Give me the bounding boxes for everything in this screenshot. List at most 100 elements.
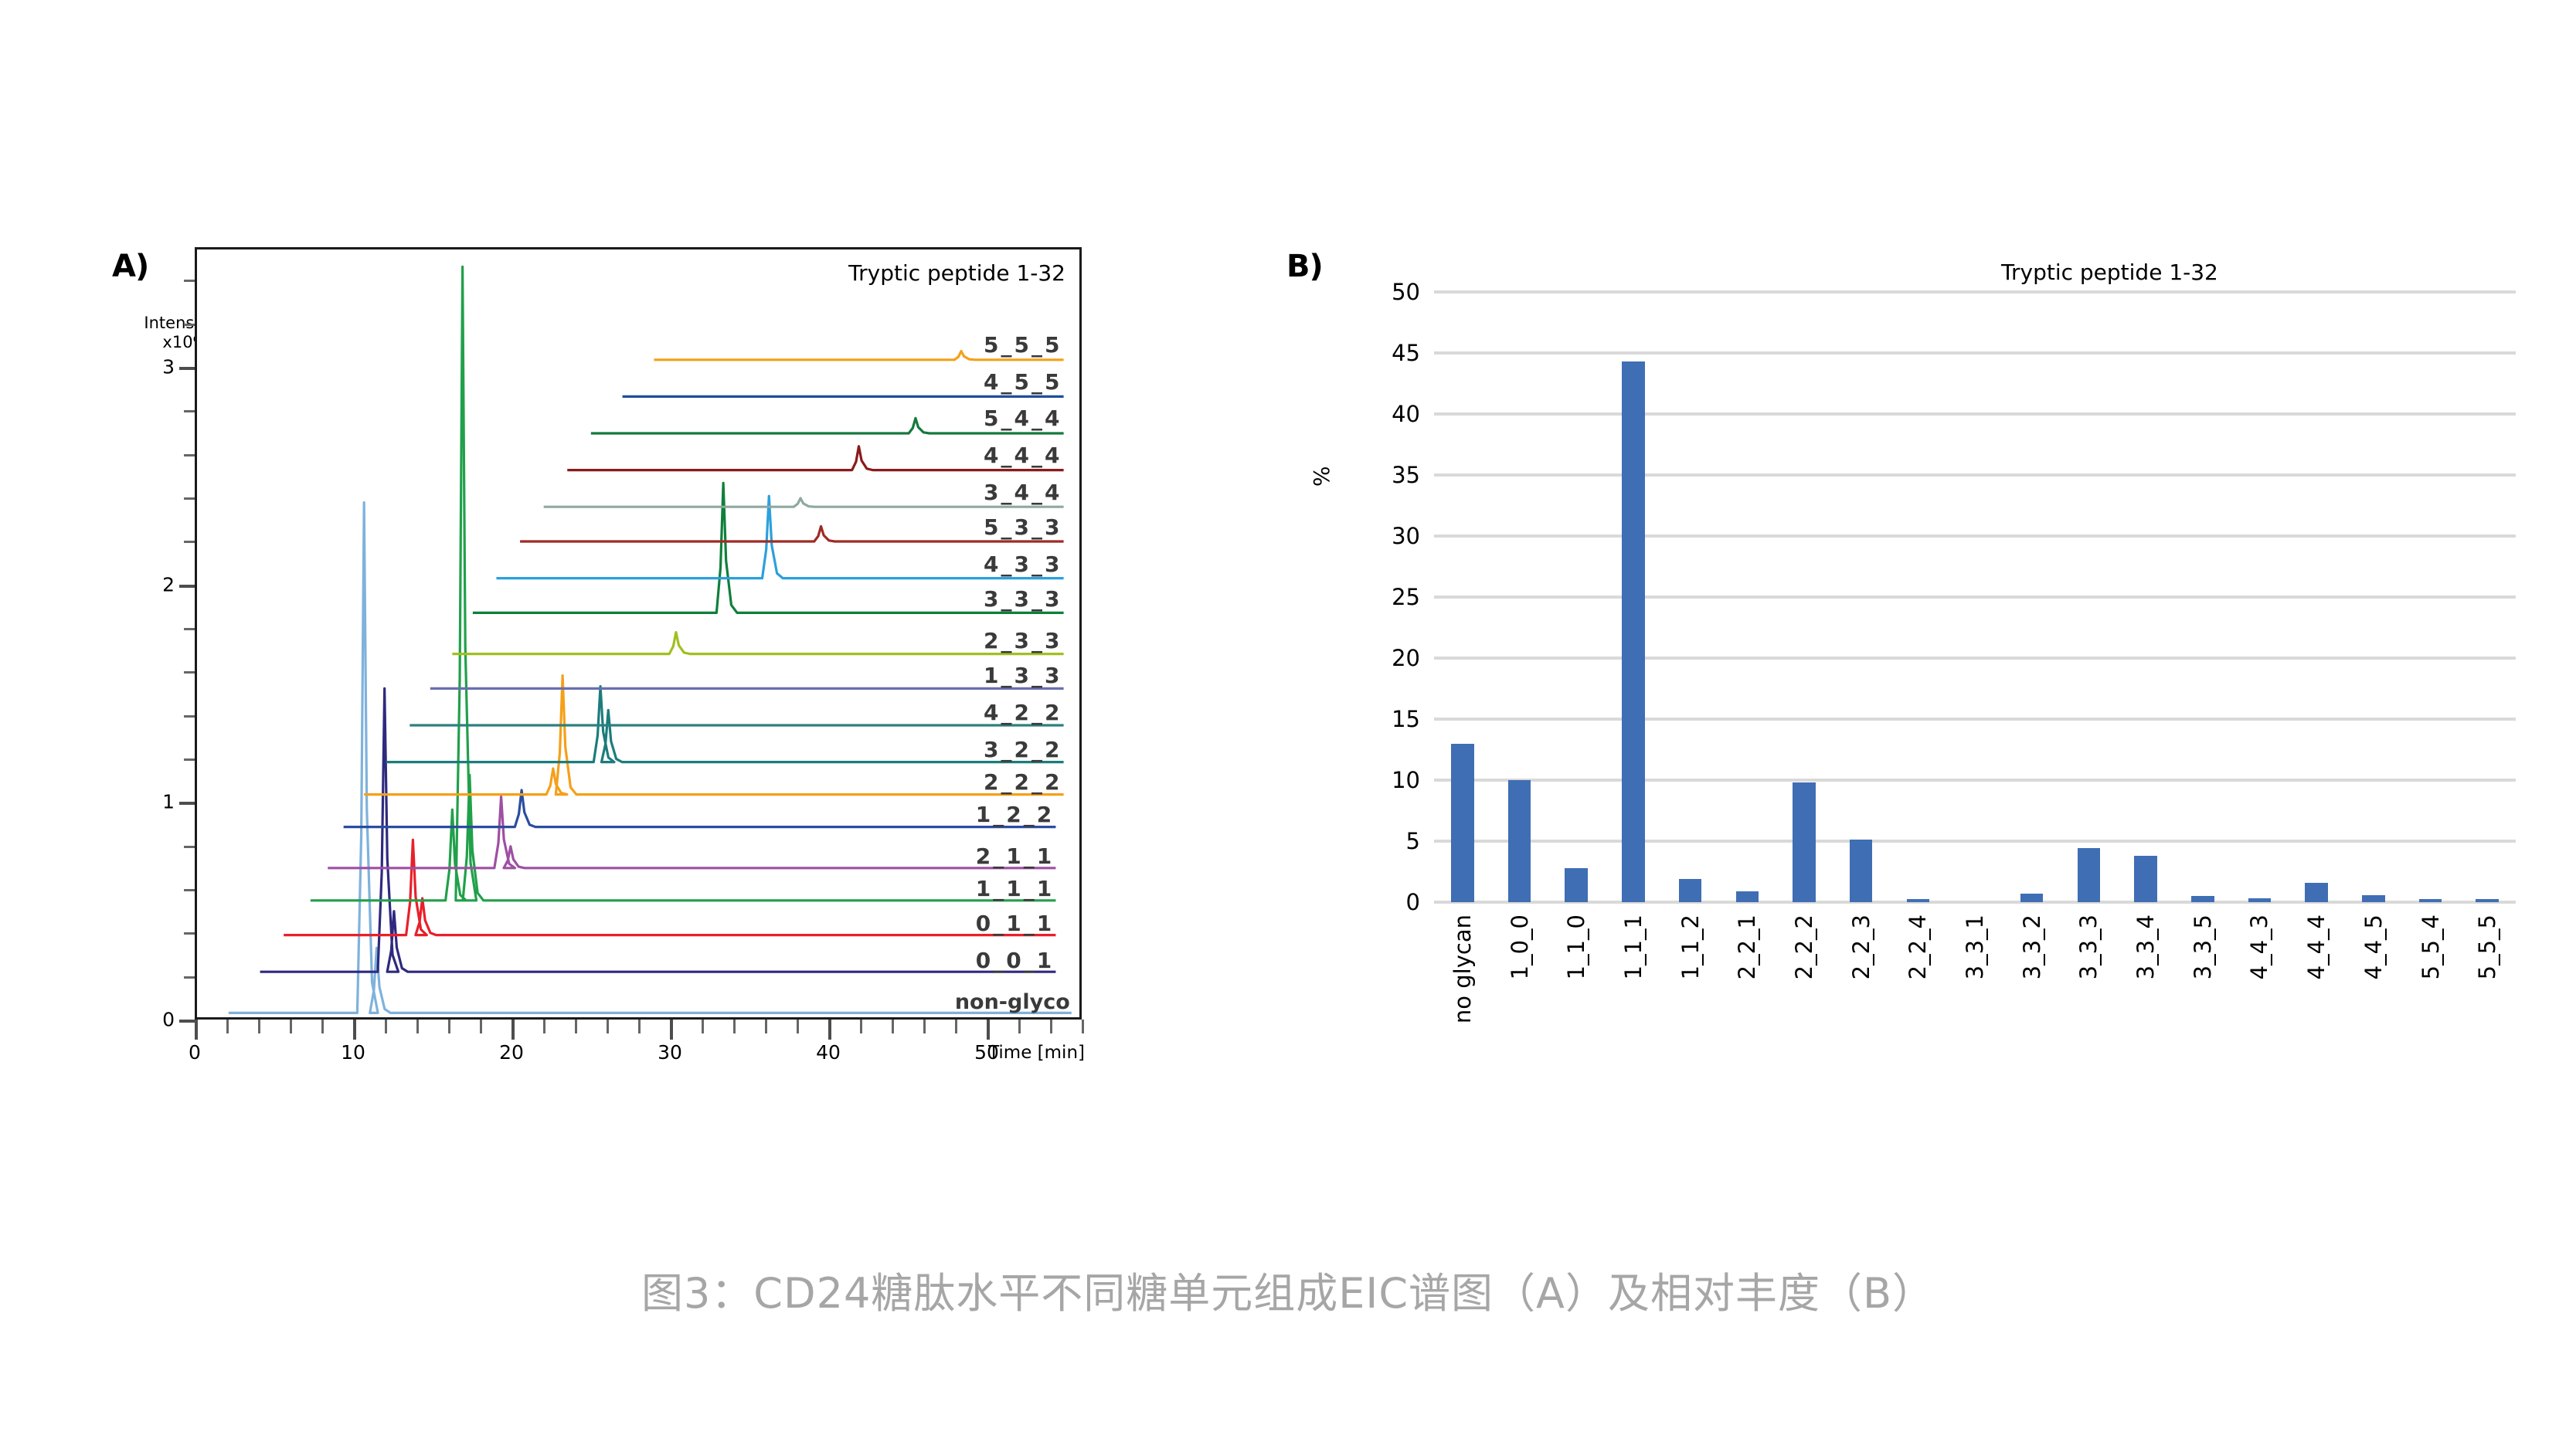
gridline [1434, 534, 2516, 538]
bar-4_4_5[interactable] [2362, 894, 2385, 902]
eic-trace-4_4_4 [567, 446, 1063, 470]
bar-cell[interactable]: no glycan [1434, 292, 1491, 1023]
bar-1_1_2[interactable] [1678, 878, 1702, 902]
x-axis-minor-tick [955, 1020, 957, 1033]
bar-cell[interactable]: 3_3_3 [2061, 292, 2118, 979]
eic-trace-5_4_4 [591, 418, 1064, 433]
panel-a-y-axis-label: Intens. x10⁶ [113, 314, 199, 352]
x-axis-minor-tick [226, 1020, 229, 1033]
y-axis-minor-tick [184, 280, 195, 283]
y-axis-tick-label: 35 [1392, 462, 1420, 488]
x-axis-major-tick [670, 1020, 673, 1040]
bar-3_3_3[interactable] [2077, 848, 2101, 902]
x-axis-minor-tick [1050, 1020, 1052, 1033]
y-axis-minor-tick [184, 845, 195, 848]
eic-trace-3_4_4 [544, 498, 1064, 507]
category-label-2_2_3: 2_2_3 [1847, 915, 1874, 980]
panel-b-title: Tryptic peptide 1-32 [2001, 260, 2218, 285]
bar-cell[interactable]: 2_2_3 [1833, 292, 1890, 979]
panel-a-y-axis-label-line1: Intens. [144, 314, 199, 332]
gridline [1434, 718, 2516, 721]
bar-3_3_5[interactable] [2191, 896, 2214, 902]
trace-label-2_1_1: 2_1_1 [975, 843, 1055, 869]
panel-a-y-axis: 0 1 2 3 [108, 247, 195, 1031]
bar-3_3_2[interactable] [2020, 893, 2044, 902]
bar-5_5_4[interactable] [2418, 898, 2442, 902]
category-label-1_1_0: 1_1_0 [1563, 915, 1590, 980]
trace-label-2_3_3: 2_3_3 [984, 627, 1062, 653]
bar-cell[interactable]: 2_2_1 [1718, 292, 1776, 979]
bar-cell[interactable]: 4_4_3 [2231, 292, 2289, 979]
eic-trace-3_3_3 [473, 483, 1064, 613]
bar-cell[interactable]: 1_1_0 [1548, 292, 1605, 979]
bar-no-glycan[interactable] [1451, 743, 1474, 902]
gridline [1434, 473, 2516, 477]
bar-cell[interactable]: 1_1_1 [1605, 292, 1662, 979]
bar-cell[interactable]: 4_4_4 [2288, 292, 2345, 979]
y-axis-tick-label: 5 [1405, 828, 1420, 854]
x-axis-minor-tick [385, 1020, 387, 1033]
y-axis-tick-label: 40 [1392, 401, 1420, 427]
bar-4_4_3[interactable] [2248, 898, 2272, 902]
eic-trace-4_3_3 [496, 496, 1063, 578]
bar-1_0_0[interactable] [1507, 780, 1531, 902]
trace-label-1_2_2: 1_2_2 [975, 802, 1055, 828]
panel-b-y-axis-label: % [1309, 466, 1334, 487]
bar-5_5_5[interactable] [2476, 898, 2499, 902]
bar-cell[interactable]: 3_3_2 [2003, 292, 2061, 979]
y-axis-tick-label: 50 [1392, 279, 1420, 305]
panel-b-bar-chart: B) Tryptic peptide 1-32 % 0 5 10 15 20 25 30 35… [1283, 232, 2534, 1159]
bar-cell[interactable]: 5_5_4 [2402, 292, 2459, 979]
y-axis-tick-label: 30 [1392, 523, 1420, 549]
x-axis-minor-tick [1018, 1020, 1021, 1033]
panel-a-x-axis: Time [min] 0 10 20 30 40 50 [189, 1020, 1085, 1081]
panel-b-plot-area: 0 5 10 15 20 25 30 35 40 45 50 no glycan 1_0_0 1_1_0… [1392, 279, 2516, 1023]
bar-cell[interactable]: 4_4_5 [2345, 292, 2402, 979]
bar-cell[interactable]: 3_3_4 [2117, 292, 2174, 979]
x-axis-minor-tick [575, 1020, 577, 1033]
trace-label-2_2_2: 2_2_2 [984, 769, 1062, 795]
y-axis-tick-label: 0 [162, 1008, 175, 1031]
eic-trace-2_3_3 [452, 633, 1063, 654]
y-axis-minor-tick [184, 453, 195, 456]
panel-a-letter: A) [112, 249, 149, 284]
bar-1_1_0[interactable] [1565, 867, 1588, 902]
bar-cell[interactable]: 1_1_2 [1662, 292, 1719, 979]
eic-trace-2_2_2 [364, 676, 1063, 795]
bar-cell[interactable]: 5_5_5 [2459, 292, 2516, 979]
y-axis-major-tick [179, 802, 195, 806]
bar-2_2_1[interactable] [1735, 891, 1759, 902]
trace-label-1_1_1: 1_1_1 [975, 875, 1055, 901]
x-axis-minor-tick [765, 1020, 767, 1033]
category-label-5_5_4: 5_5_4 [2417, 915, 2444, 980]
x-axis-minor-tick [448, 1020, 450, 1033]
category-label-2_2_1: 2_2_1 [1734, 915, 1761, 980]
x-axis-minor-tick [797, 1020, 799, 1033]
y-axis-minor-tick [184, 671, 195, 674]
bar-2_2_3[interactable] [1849, 840, 1873, 902]
y-axis-minor-tick [184, 410, 195, 413]
bar-cell[interactable]: 3_3_1 [1946, 292, 2003, 979]
category-label-4_4_5: 4_4_5 [2360, 915, 2387, 980]
x-axis-tick-label: 30 [658, 1041, 682, 1064]
category-label-1_1_2: 1_1_2 [1677, 915, 1704, 980]
bar-2_2_4[interactable] [1906, 898, 1930, 902]
bar-3_3_4[interactable] [2134, 855, 2157, 902]
x-axis-minor-tick [923, 1020, 926, 1033]
panel-a-x-axis-title: Time [min] [988, 1043, 1085, 1063]
category-label-4_4_4: 4_4_4 [2303, 915, 2330, 980]
x-axis-minor-tick [892, 1020, 894, 1033]
x-axis-minor-tick [290, 1020, 292, 1033]
x-axis-minor-tick [733, 1020, 736, 1033]
bar-cell[interactable]: 2_2_4 [1890, 292, 1947, 979]
bar-4_4_4[interactable] [2305, 882, 2328, 902]
x-axis-minor-tick [1082, 1020, 1084, 1033]
bar-1_1_1[interactable] [1622, 361, 1645, 902]
bar-2_2_2[interactable] [1793, 782, 1816, 902]
y-axis-major-tick [179, 584, 195, 588]
bar-cell[interactable]: 3_3_5 [2174, 292, 2231, 979]
y-axis-tick-label: 0 [1405, 889, 1420, 915]
eic-trace-5_3_3 [520, 526, 1064, 541]
bar-cell[interactable]: 1_0_0 [1491, 292, 1548, 979]
bar-cell[interactable]: 2_2_2 [1776, 292, 1833, 979]
